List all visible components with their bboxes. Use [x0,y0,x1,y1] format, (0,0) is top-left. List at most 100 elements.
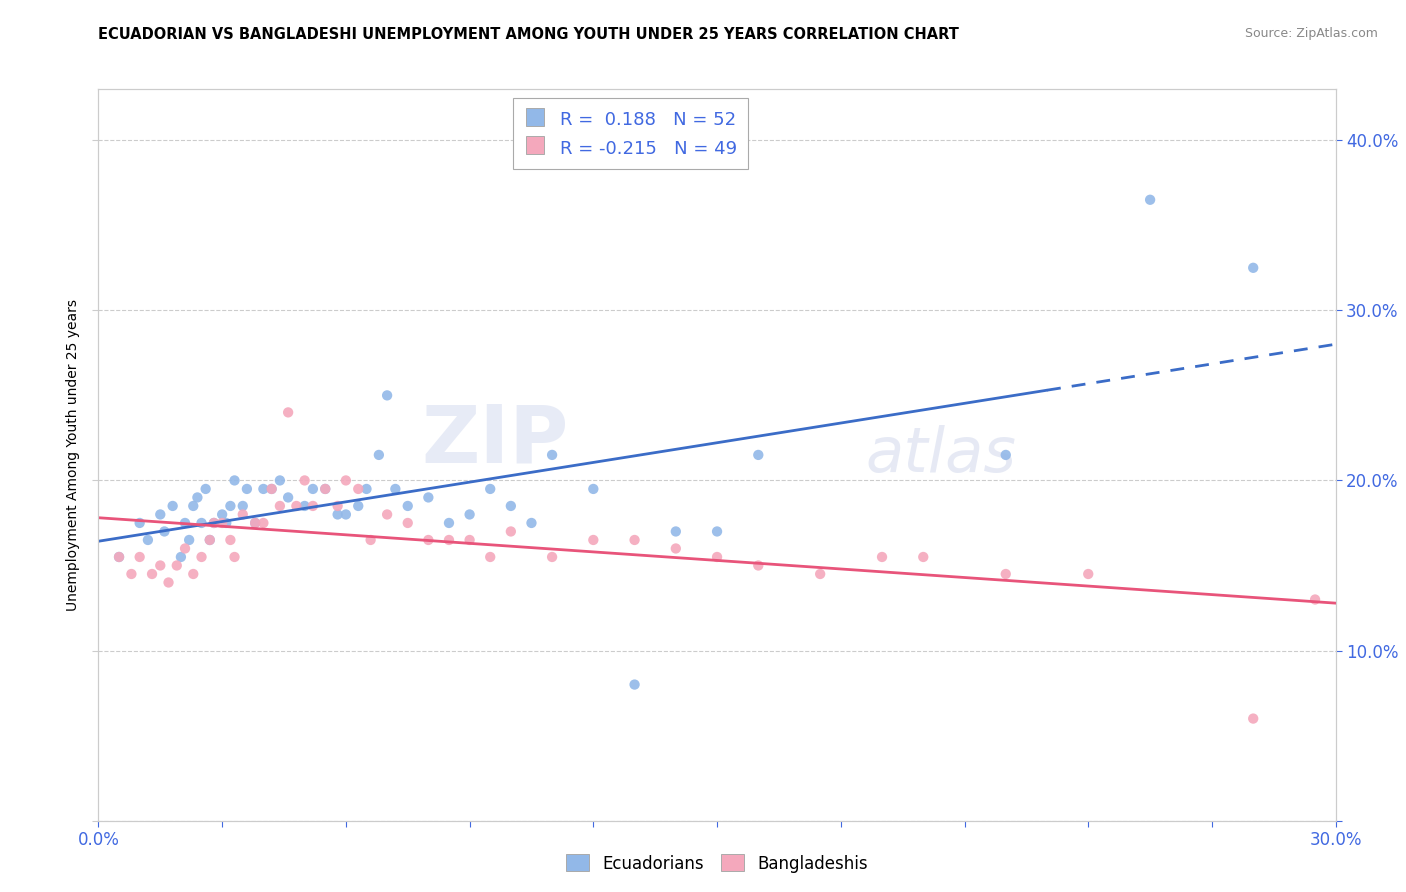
Point [108,549,131,564]
Point [243,516,266,530]
Point [149,508,172,522]
Point [582,533,605,547]
Point [458,508,481,522]
Point [153,524,176,539]
Text: Source: ZipAtlas.com: Source: ZipAtlas.com [1244,27,1378,40]
Point [437,533,460,547]
Point [285,499,308,513]
Point [747,448,769,462]
Point [260,482,283,496]
Point [243,516,266,530]
Point [623,533,645,547]
Point [215,516,238,530]
Point [347,482,370,496]
Point [108,549,131,564]
Point [181,566,204,581]
Point [396,499,419,513]
Point [360,533,382,547]
Point [224,474,246,488]
Point [1241,260,1264,275]
Point [128,516,150,530]
Point [1303,592,1326,607]
Point [747,558,769,573]
Point [479,482,502,496]
Point [994,566,1017,581]
Point [623,677,645,691]
Point [520,516,543,530]
Point [277,491,299,505]
Point [302,499,325,513]
Point [375,388,398,402]
Point [219,533,242,547]
Point [141,566,163,581]
Point [198,533,221,547]
Point [479,549,502,564]
Point [994,448,1017,462]
Legend: R =  0.188   N = 52, R = -0.215   N = 49: R = 0.188 N = 52, R = -0.215 N = 49 [513,98,748,169]
Point [808,566,831,581]
Point [314,482,336,496]
Point [260,482,283,496]
Legend: Ecuadorians, Bangladeshis: Ecuadorians, Bangladeshis [560,847,875,880]
Point [418,533,440,547]
Point [232,508,254,522]
Point [181,499,204,513]
Point [912,549,935,564]
Point [347,499,370,513]
Text: ECUADORIAN VS BANGLADESHI UNEMPLOYMENT AMONG YOUTH UNDER 25 YEARS CORRELATION CH: ECUADORIAN VS BANGLADESHI UNEMPLOYMENT A… [98,27,959,42]
Point [367,448,389,462]
Text: atlas: atlas [866,425,1017,485]
Point [302,482,325,496]
Point [252,516,274,530]
Point [294,499,316,513]
Point [356,482,378,496]
Point [269,474,291,488]
Point [665,524,688,539]
Point [179,533,201,547]
Point [128,549,150,564]
Point [437,516,460,530]
Point [174,541,197,556]
Point [190,549,212,564]
Point [166,558,188,573]
Point [326,499,349,513]
Text: ZIP: ZIP [422,401,568,479]
Point [375,508,398,522]
Point [211,516,233,530]
Point [706,549,728,564]
Point [174,516,197,530]
Point [335,508,357,522]
Point [665,541,688,556]
Point [219,499,242,513]
Point [499,524,522,539]
Point [335,474,357,488]
Point [706,524,728,539]
Point [198,533,221,547]
Point [149,558,172,573]
Point [541,448,564,462]
Point [396,516,419,530]
Point [269,499,291,513]
Point [458,533,481,547]
Point [236,482,259,496]
Point [224,549,246,564]
Point [232,499,254,513]
Point [870,549,893,564]
Point [136,533,159,547]
Point [277,405,299,419]
Point [326,508,349,522]
Point [418,491,440,505]
Point [294,474,316,488]
Point [194,482,217,496]
Point [157,575,180,590]
Point [1139,193,1161,207]
Point [499,499,522,513]
Point [1241,712,1264,726]
Point [582,482,605,496]
Point [120,566,142,581]
Point [186,491,208,505]
Y-axis label: Unemployment Among Youth under 25 years: Unemployment Among Youth under 25 years [66,299,80,611]
Point [211,508,233,522]
Point [541,549,564,564]
Point [170,549,193,564]
